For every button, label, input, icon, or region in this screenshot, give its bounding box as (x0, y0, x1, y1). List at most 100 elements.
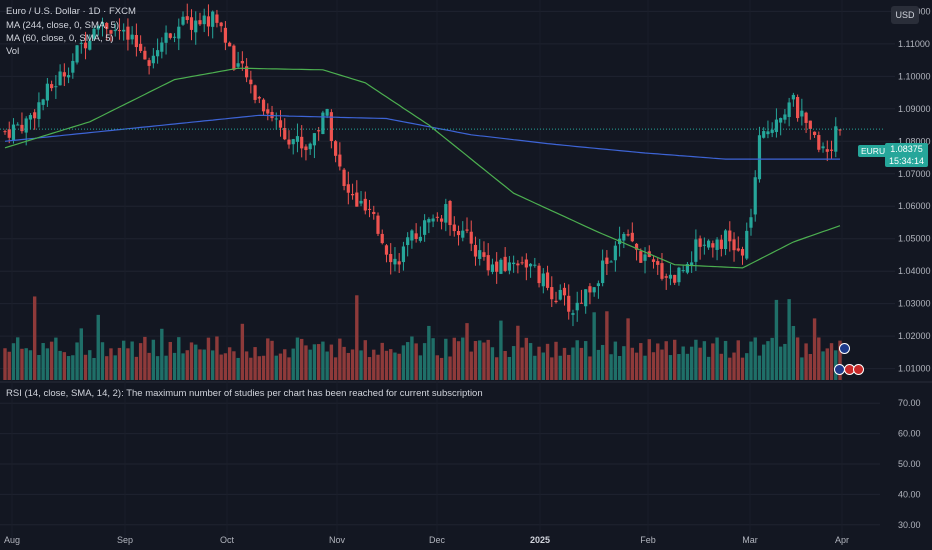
candle-body (829, 149, 834, 151)
candle-body (406, 237, 410, 246)
volume-bar (384, 350, 389, 380)
candle-body (800, 110, 804, 117)
candle-body (117, 30, 122, 32)
volume-bar (359, 350, 363, 380)
volume-bar (647, 339, 651, 380)
candle-body (533, 264, 537, 266)
candle-body (223, 27, 228, 43)
volume-bar (405, 342, 410, 380)
candle-body (690, 262, 694, 267)
volume-bar (113, 355, 117, 380)
event-flag-eu-icon[interactable] (839, 343, 850, 354)
volume-legend[interactable]: Vol (6, 46, 20, 57)
price-axis-label: 1.05000 (898, 234, 931, 244)
candle-body (363, 198, 367, 211)
volume-bar (160, 328, 164, 380)
volume-bar (342, 346, 346, 380)
candle-body (215, 14, 219, 23)
candle-body (287, 139, 291, 145)
volume-bar (350, 349, 355, 380)
candle-body (58, 71, 62, 86)
candle-body (796, 97, 800, 119)
candle-body (33, 112, 37, 119)
event-flag-us-icon[interactable] (853, 364, 864, 375)
volume-bar (651, 352, 656, 380)
volume-bar (507, 356, 512, 380)
candle-body (41, 99, 45, 105)
candle-body (168, 33, 172, 38)
candle-body (397, 261, 401, 265)
volume-bar (431, 338, 435, 380)
volume-bar (278, 353, 283, 380)
volume-bar (550, 357, 554, 380)
volume-bar (567, 354, 571, 380)
candle-body (562, 287, 567, 296)
ma244-legend[interactable]: MA (244, close, 0, SMA, 5) (6, 20, 119, 31)
candle-body (575, 302, 579, 311)
volume-bar (571, 347, 575, 380)
volume-bar (511, 346, 516, 380)
volume-bar (126, 348, 130, 380)
price-axis-label: 1.08000 (898, 136, 931, 146)
candle-body (3, 131, 7, 133)
volume-bar (414, 343, 418, 380)
time-axis-label: Aug (4, 535, 20, 545)
volume-bar (138, 343, 143, 380)
volume-bar (287, 357, 291, 380)
volume-bar (168, 341, 173, 380)
volume-bar (338, 338, 342, 380)
volume-bar (54, 337, 58, 380)
currency-button[interactable]: USD (891, 6, 919, 24)
volume-bar (367, 357, 372, 380)
volume-bar (749, 341, 753, 380)
candle-body (783, 114, 787, 120)
time-axis-label: Apr (835, 535, 849, 545)
candle-body (609, 261, 613, 263)
candle-body (630, 232, 634, 242)
volume-bar (639, 343, 643, 380)
candle-body (579, 302, 584, 304)
candle-body (707, 240, 711, 248)
volume-bar (664, 341, 668, 380)
volume-bar (249, 357, 253, 380)
price-axis-label: 1.07000 (898, 169, 931, 179)
candle-body (96, 25, 100, 30)
price-axis-label: 1.09000 (898, 104, 931, 114)
volume-bar (96, 314, 100, 380)
candle-body (651, 259, 656, 262)
volume-bar (757, 355, 762, 380)
volume-bar (270, 340, 274, 380)
candle-body (278, 120, 283, 128)
candle-body (456, 231, 461, 236)
candle-body (50, 84, 54, 89)
volume-bar (719, 353, 724, 380)
candle-body (550, 287, 554, 300)
candle-body (177, 26, 181, 39)
volume-bar (821, 351, 825, 380)
candle-body (677, 267, 681, 283)
candle-body (92, 28, 96, 39)
volume-bar (143, 336, 147, 380)
candle-body (380, 233, 384, 244)
candle-body (584, 289, 588, 307)
candle-body (206, 16, 211, 27)
volume-bar (117, 347, 122, 380)
volume-bar (656, 343, 660, 380)
volume-bar (736, 340, 740, 380)
last-price-tag: 1.08375 15:34:14 (885, 143, 928, 167)
candle-body (601, 260, 605, 284)
volume-bar (397, 353, 401, 380)
volume-bar (147, 352, 151, 380)
volume-bar (575, 340, 579, 380)
volume-bar (62, 352, 67, 380)
volume-bar (283, 349, 287, 380)
volume-bar (439, 357, 444, 380)
candle-body (151, 55, 155, 64)
candle-body (139, 43, 143, 51)
volume-bar (562, 347, 567, 380)
volume-bar (151, 339, 156, 380)
volume-bar (579, 347, 584, 380)
ma60-legend[interactable]: MA (60, close, 0, SMA, 5) (6, 33, 114, 44)
candle-body (418, 236, 422, 241)
